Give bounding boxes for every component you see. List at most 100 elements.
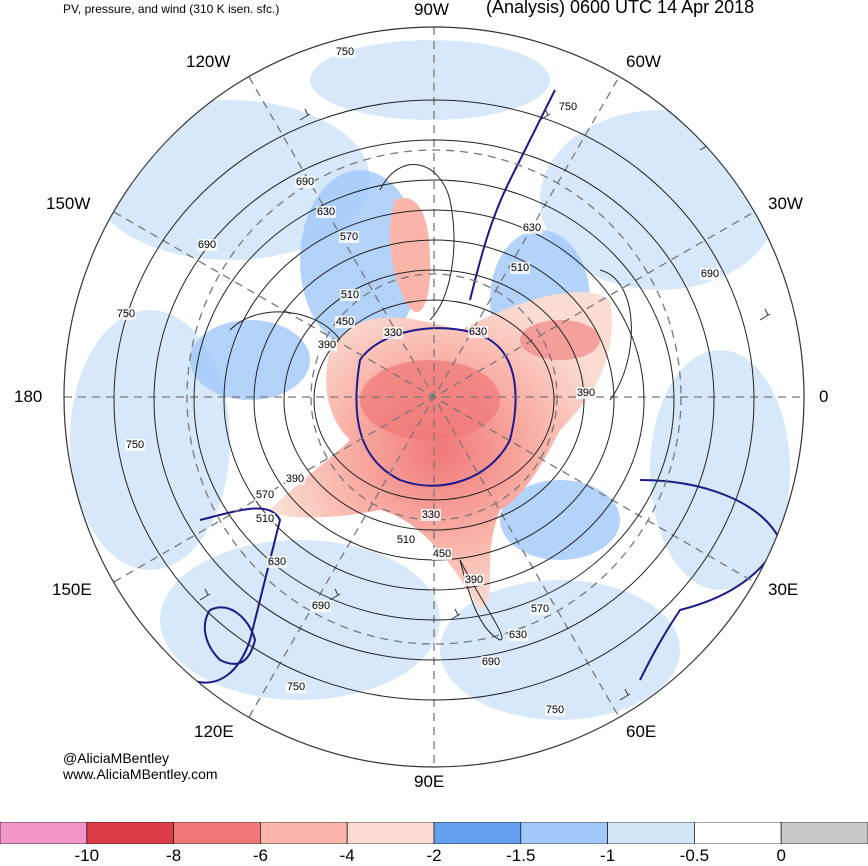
contour-label-bg: [255, 513, 275, 525]
contour-label: 630: [268, 556, 286, 568]
lon-180-label: 180: [14, 387, 43, 406]
coastlines: [189, 89, 782, 684]
lon-120w-label: 120W: [186, 52, 231, 71]
contour-label: 450: [433, 548, 451, 560]
contour-label: 390: [577, 387, 595, 399]
contour-label-bg: [383, 327, 403, 339]
colorbar-swatch: [346, 822, 435, 844]
contour-label: 630: [523, 222, 541, 234]
contour-label-bg: [267, 556, 287, 568]
colorbar-tick-label: 0: [776, 846, 786, 865]
contour-label-bg: [464, 574, 484, 586]
pressure-contours: [113, 99, 755, 701]
colorbar-tick-label: -4: [339, 846, 355, 865]
credit-twitter: @AliciaMBentley: [63, 750, 170, 766]
contour-label: 390: [286, 473, 304, 485]
contour-label: 750: [126, 439, 144, 451]
contour-label: 570: [340, 231, 358, 243]
product-title: PV, pressure, and wind (310 K isen. sfc.…: [63, 2, 280, 16]
contour-label-bg: [295, 176, 315, 188]
contour-label: 570: [531, 603, 549, 615]
contour-label: 630: [509, 629, 527, 641]
colorbar-tick-label: -8: [166, 846, 182, 865]
contour-label: 750: [546, 704, 564, 716]
colorbar-tick-label: -0.5: [679, 846, 710, 865]
lon-60e-label: 60E: [626, 722, 657, 741]
valid-time: (Analysis) 0600 UTC 14 Apr 2018: [486, 0, 755, 17]
contour-label-bg: [421, 509, 441, 521]
contour-label: 510: [256, 513, 274, 525]
colorbar-swatch: [433, 822, 522, 844]
colorbar-tick-label: -6: [252, 846, 268, 865]
colorbar-swatch: [173, 822, 261, 844]
contour-label-bg: [558, 101, 578, 113]
contour-label: 630: [469, 326, 487, 338]
contour-label: 690: [701, 268, 719, 280]
colorbar: [0, 822, 868, 844]
map-field: [64, 27, 804, 767]
colorbar-tick-label: -10: [74, 846, 100, 865]
contour-label-bg: [317, 339, 337, 351]
contour-label: 330: [422, 509, 440, 521]
contour-label-bg: [700, 268, 720, 280]
lon-60w-label: 60W: [626, 52, 661, 71]
contour-label: 450: [336, 316, 354, 328]
contour-label-bg: [197, 239, 217, 251]
contour-label-bg: [576, 387, 596, 399]
contour-label: 690: [312, 600, 330, 612]
colorbar-tick-label: -1.5: [506, 846, 536, 865]
contour-label: 750: [117, 308, 135, 320]
lon-30e-label: 30E: [768, 580, 799, 599]
lon-120e-label: 120E: [194, 722, 234, 741]
contour-label-bg: [340, 289, 360, 301]
contour-label-bg: [432, 548, 452, 560]
contour-label-bg: [530, 603, 550, 615]
credit-website: www.AliciaMBentley.com: [63, 766, 218, 782]
lon-90w-label: 90W: [414, 0, 449, 19]
contour-label: 750: [559, 101, 577, 113]
contour-label-bg: [116, 308, 136, 320]
colorbar-tick-label: -2: [426, 846, 442, 865]
lon-90e-label: 90E: [414, 772, 445, 791]
contour-label: 390: [465, 574, 483, 586]
contour-label-bg: [335, 316, 355, 328]
colorbar-swatch: [86, 822, 175, 844]
colorbar-swatch: [259, 822, 348, 844]
contour-label-bg: [522, 222, 542, 234]
graticule: [64, 27, 804, 767]
lon-30w-label: 30W: [768, 194, 803, 213]
contour-label-bg: [255, 489, 275, 501]
contour-label-bg: [285, 473, 305, 485]
contour-label: 690: [296, 176, 314, 188]
contour-label: 330: [384, 327, 402, 339]
contour-label: 630: [317, 206, 335, 218]
lon-0-label: 0: [819, 387, 829, 406]
contour-label: 390: [318, 339, 336, 351]
contour-label-bg: [396, 534, 416, 546]
contour-label: 510: [397, 534, 415, 546]
colorbar-swatch: [0, 822, 88, 844]
contour-label-bg: [508, 629, 528, 641]
contour-label: 690: [198, 239, 216, 251]
contour-label-bg: [311, 600, 331, 612]
colorbar-swatch: [607, 822, 695, 844]
contour-label-bg: [545, 704, 565, 716]
colorbar-tick-label: -1: [600, 846, 616, 865]
contour-label-bg: [481, 656, 501, 668]
contour-label: 510: [341, 289, 359, 301]
contour-label: 750: [336, 46, 354, 58]
contour-label: 570: [256, 489, 274, 501]
contour-label-bg: [286, 681, 306, 693]
colorbar-swatch: [520, 822, 608, 844]
contour-label: 510: [511, 262, 529, 274]
colorbar-swatch: [694, 822, 782, 844]
contour-label-bg: [125, 439, 145, 451]
contour-label-bg: [316, 206, 336, 218]
lon-150w-label: 150W: [46, 194, 91, 213]
contour-label: 690: [482, 656, 500, 668]
contour-label-bg: [468, 326, 488, 338]
contour-label-bg: [510, 262, 530, 274]
contour-label-bg: [339, 231, 359, 243]
